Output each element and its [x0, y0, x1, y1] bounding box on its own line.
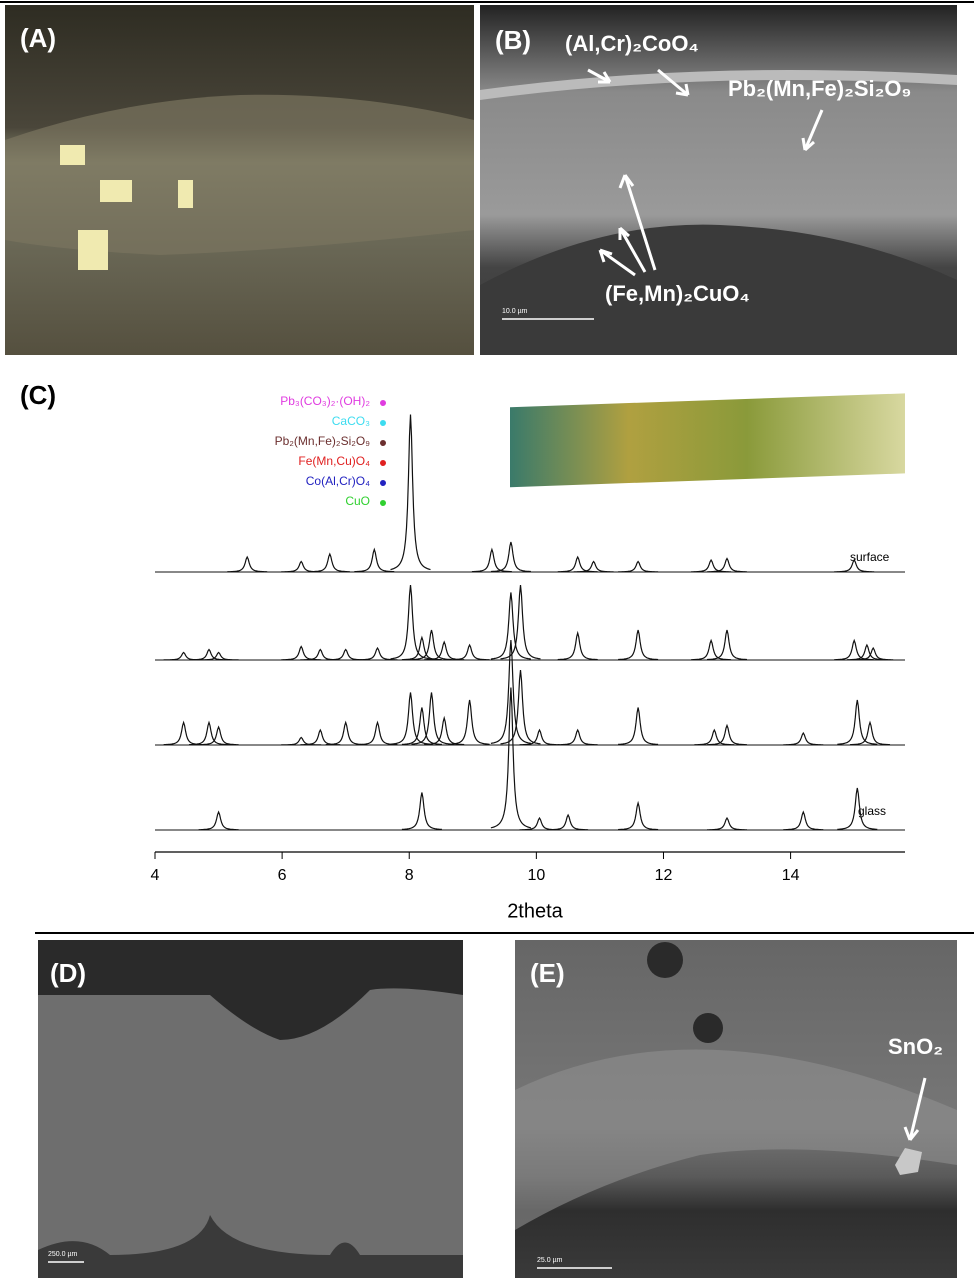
peak — [391, 415, 431, 570]
peak — [354, 550, 394, 572]
peak — [424, 642, 464, 660]
x-tick-label: 14 — [782, 867, 800, 884]
peak — [501, 670, 541, 744]
peak — [281, 562, 321, 572]
annotation: Pb₂(Mn,Fe)₂Si₂O₉ — [728, 76, 911, 101]
panel-a: (A) — [5, 5, 474, 355]
peak — [227, 557, 267, 572]
legend-marker — [380, 460, 386, 466]
legend-marker — [380, 480, 386, 486]
peak — [358, 648, 398, 660]
legend-label: CaCO₃ — [332, 414, 370, 428]
peak — [850, 723, 890, 745]
particle — [78, 230, 108, 270]
scale-bar-label: 25.0 µm — [537, 1257, 563, 1264]
peak — [300, 650, 340, 660]
x-axis-title: 2theta — [507, 900, 563, 922]
trace-label: glass — [858, 804, 886, 818]
peak — [558, 730, 598, 745]
peak — [450, 645, 490, 660]
peak — [199, 812, 239, 830]
particle — [60, 145, 85, 165]
peak — [326, 650, 366, 660]
pore — [647, 942, 683, 978]
xrd-chart: (C) 2theta surface glass Pb₃(CO₃)₂·(OH)₂… — [20, 380, 905, 922]
annotation: (Al,Cr)₂CoO₄ — [565, 31, 699, 56]
annotation: (Fe,Mn)₂CuO₄ — [605, 281, 750, 306]
panel-label: (C) — [20, 380, 56, 410]
peak — [472, 550, 512, 572]
panel-label: (D) — [50, 958, 86, 988]
panel-label: (E) — [530, 958, 565, 988]
legend-marker — [380, 400, 386, 406]
scale-bar-label: 250.0 µm — [48, 1251, 77, 1258]
legend-label: Fe(Mn,Cu)O₄ — [298, 454, 370, 468]
peak — [164, 723, 204, 745]
peak — [501, 585, 541, 659]
annotation: SnO₂ — [888, 1034, 943, 1059]
peak — [164, 653, 204, 660]
peak — [618, 562, 658, 572]
panel-e: (E) SnO₂ 25.0 µm — [515, 940, 957, 1278]
peak — [424, 718, 464, 745]
peak — [520, 818, 560, 830]
figure: (A) (B) (Al,Cr)₂CoO₄ Pb₂(Mn,Fe)₂Si₂O₉ (F… — [0, 0, 974, 1283]
peak — [491, 593, 531, 660]
legend-label: Pb₃(CO₃)₂·(OH)₂ — [280, 394, 370, 408]
panel-label: (A) — [20, 23, 56, 53]
peak — [450, 700, 490, 744]
legend-label: Pb₂(Mn,Fe)₂Si₂O₉ — [275, 434, 371, 448]
peak — [310, 554, 350, 572]
scale-bar-label: 10.0 µm — [502, 308, 528, 315]
panel-d: (D) 250.0 µm — [38, 940, 463, 1278]
peak — [618, 803, 658, 830]
sample-photo — [510, 393, 905, 487]
legend-marker — [380, 420, 386, 426]
particle — [100, 180, 132, 202]
x-tick-label: 12 — [655, 867, 673, 884]
legend-label: CuO — [345, 494, 370, 508]
legend-marker — [380, 440, 386, 446]
pore — [693, 1013, 723, 1043]
peak — [548, 815, 588, 830]
peak — [558, 633, 598, 660]
peak — [618, 708, 658, 745]
particle — [178, 180, 193, 208]
legend-marker — [380, 500, 386, 506]
peak — [326, 723, 366, 745]
peak — [783, 812, 823, 830]
peak — [391, 693, 431, 745]
legend-label: Co(Al,Cr)O₄ — [306, 474, 370, 488]
peak — [618, 630, 658, 660]
peak — [199, 727, 239, 745]
panel-label: (B) — [495, 25, 531, 55]
panel-b: (B) (Al,Cr)₂CoO₄ Pb₂(Mn,Fe)₂Si₂O₉ (Fe,Mn… — [480, 5, 957, 355]
peak — [300, 730, 340, 745]
peak — [402, 793, 442, 830]
peak — [783, 733, 823, 745]
peak — [358, 723, 398, 745]
x-tick-label: 6 — [278, 867, 287, 884]
x-tick-label: 8 — [405, 867, 414, 884]
peak — [491, 688, 531, 828]
x-tick-label: 4 — [151, 867, 160, 884]
x-tick-label: 10 — [527, 867, 545, 884]
peak — [707, 818, 747, 830]
peak — [837, 700, 877, 744]
